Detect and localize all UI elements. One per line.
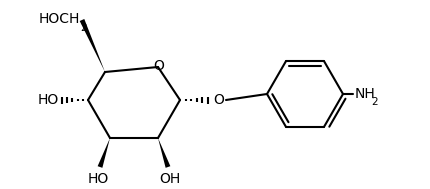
Text: OH: OH xyxy=(160,172,181,186)
Text: 2: 2 xyxy=(371,97,378,107)
Text: O: O xyxy=(154,59,164,73)
Text: HO: HO xyxy=(38,93,59,107)
Text: O: O xyxy=(214,93,224,107)
Text: HO: HO xyxy=(87,172,109,186)
Polygon shape xyxy=(158,138,170,168)
Text: HOCH: HOCH xyxy=(39,12,80,26)
Text: NH: NH xyxy=(355,87,376,101)
Text: 2: 2 xyxy=(80,23,86,33)
Polygon shape xyxy=(80,19,105,72)
Polygon shape xyxy=(98,138,110,168)
